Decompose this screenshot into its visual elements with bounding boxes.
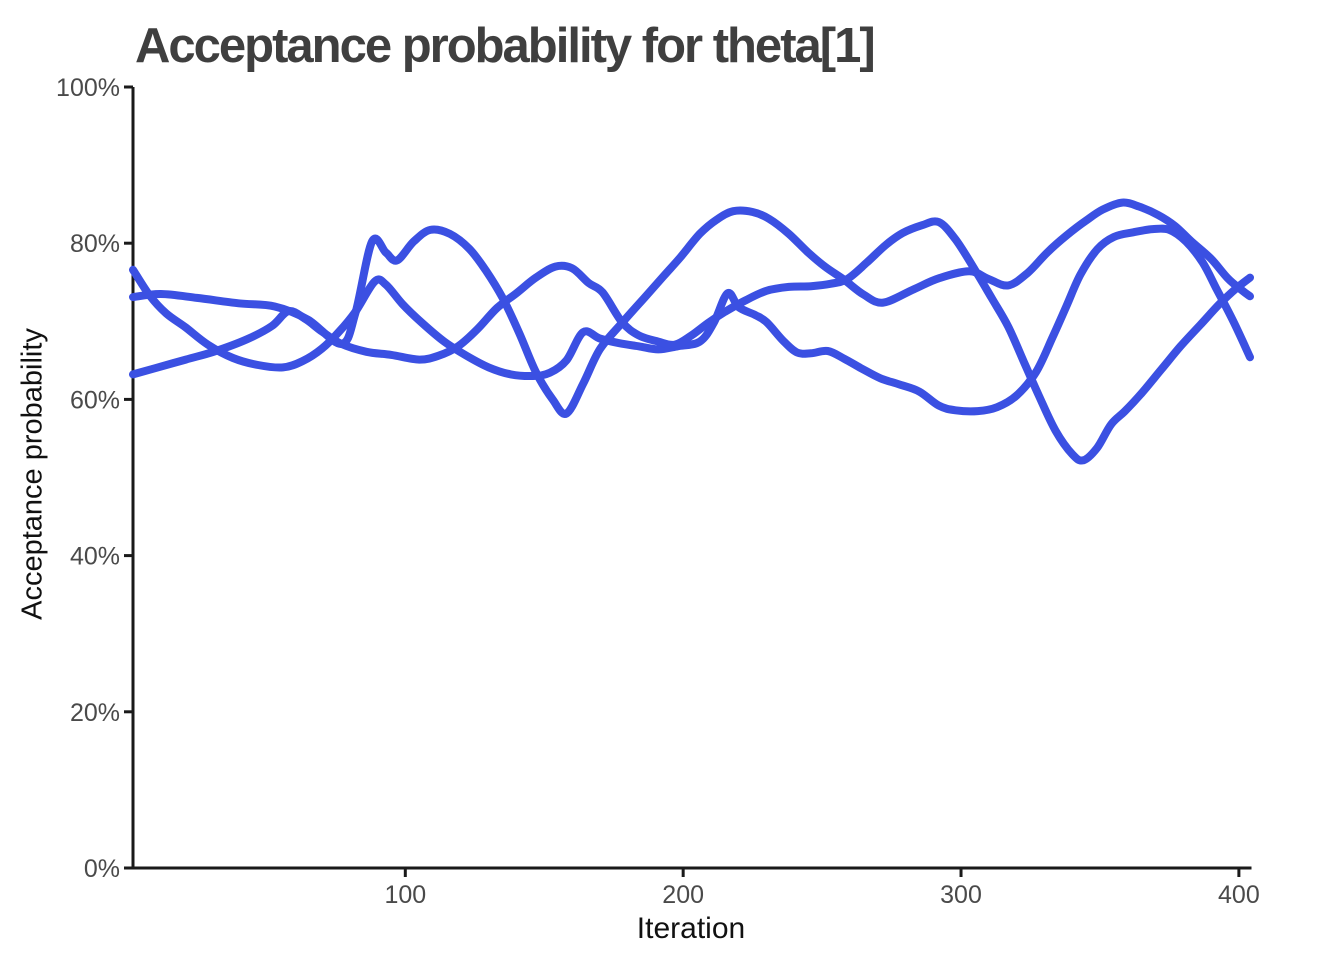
x-tick-label: 300 — [940, 881, 982, 909]
y-tick-label: 40% — [70, 543, 120, 571]
y-tick-label: 0% — [84, 855, 120, 883]
chain-2-line — [129, 224, 1254, 416]
x-tick-label: 400 — [1218, 881, 1260, 909]
chart-title: Acceptance probability for theta[1] — [135, 19, 876, 73]
y-tick-label: 80% — [70, 230, 120, 258]
x-tick-label: 200 — [662, 881, 704, 909]
chain-3-line — [129, 217, 1254, 465]
y-tick-label: 60% — [70, 386, 120, 414]
y-tick-label: 20% — [70, 699, 120, 727]
chain-1-line — [129, 198, 1254, 418]
x-tick-label: 100 — [384, 881, 426, 909]
y-tick-label: 100% — [56, 74, 120, 102]
x-axis-label: Iteration — [636, 912, 746, 945]
